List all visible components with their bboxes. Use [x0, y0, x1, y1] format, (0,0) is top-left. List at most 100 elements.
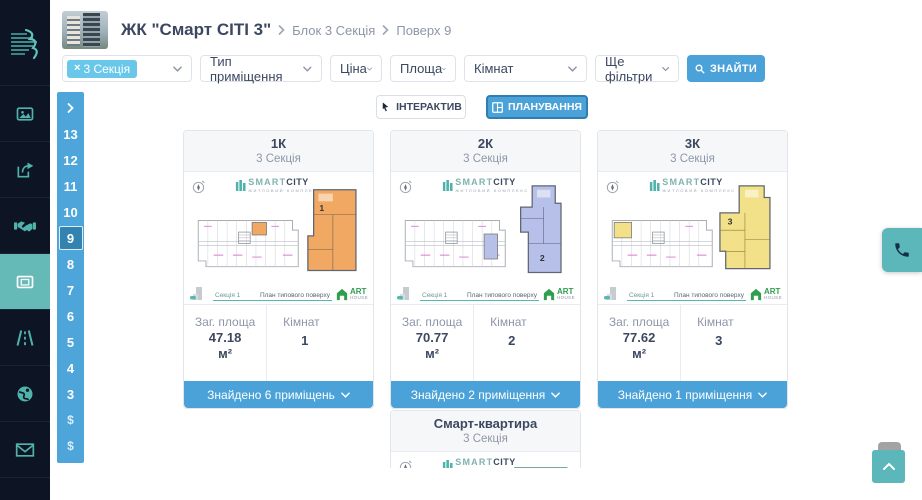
floors-collapse-button[interactable] [57, 95, 84, 121]
floor-item-4[interactable]: 4 [66, 360, 75, 376]
floor-item-3[interactable]: 3 [66, 386, 75, 402]
floor-item-commercial-2[interactable]: $ [67, 439, 74, 453]
cursor-icon [382, 102, 389, 112]
arthouse-house-icon [543, 288, 555, 301]
plan-section-label: Секція 1 [422, 292, 448, 299]
floors-panel: 13 12 11 10 9 8 7 6 5 4 3 $ $ [57, 92, 84, 463]
chevron-down-icon [367, 67, 372, 71]
sidebar-item-contact[interactable] [0, 422, 50, 478]
chevron-down-icon [341, 391, 350, 398]
search-icon [695, 64, 705, 74]
floor-item-13[interactable]: 13 [63, 126, 78, 142]
compass-icon [399, 460, 412, 468]
smartcity-logo-icon [11, 28, 38, 59]
price-select[interactable]: Ціна [330, 55, 382, 82]
card-title: 2К [477, 136, 494, 151]
share-icon [17, 162, 34, 177]
rooms-select[interactable]: Кімнат [464, 55, 587, 82]
floorplan-drawing [514, 467, 568, 468]
floor-item-8[interactable]: 8 [66, 256, 75, 272]
breadcrumb-chevron-icon [382, 25, 389, 35]
floorplan-icon [16, 275, 34, 288]
chip-remove-icon[interactable]: × [74, 62, 81, 74]
sidebar-item-gallery[interactable] [0, 86, 50, 142]
area-label: Заг. площа [401, 315, 463, 329]
sidebar-item-location[interactable] [0, 366, 50, 422]
plan-caption: План типового поверху [673, 292, 744, 299]
arthouse-logo: ART HOUSE [750, 288, 782, 301]
rooms-value: 2 [508, 333, 516, 348]
gallery-icon [16, 106, 34, 121]
found-results-button[interactable]: Знайдено 2 приміщення [391, 381, 580, 408]
sidebar-item-partners[interactable] [0, 198, 50, 254]
area-value: 47.18 [208, 330, 242, 345]
breadcrumb-block-link[interactable]: Блок 3 Секція [292, 22, 376, 38]
breadcrumb-floor-link[interactable]: Поверх 9 [396, 22, 452, 38]
chevron-up-icon [882, 462, 895, 470]
chevron-down-icon [568, 65, 577, 72]
rooms-label: Кімнат [697, 315, 734, 329]
floor-item-10[interactable]: 10 [63, 204, 78, 220]
area-label: Заг. площа [194, 315, 256, 329]
floorplan-drawing: 3 [611, 185, 771, 270]
area-select[interactable]: Площа [390, 55, 456, 82]
building-plan [404, 220, 506, 268]
chevron-down-icon [173, 65, 182, 72]
sidebar-item-floorplans[interactable] [0, 254, 50, 310]
sidebar-item-infrastructure[interactable] [0, 310, 50, 366]
floor-item-7[interactable]: 7 [66, 282, 75, 298]
floor-item-5[interactable]: 5 [66, 334, 75, 350]
floor-item-6[interactable]: 6 [66, 308, 75, 324]
type-select[interactable]: Тип приміщення [200, 54, 322, 84]
card-header: Смарт-квартира 3 Секція [391, 411, 580, 452]
rooms-value: 3 [715, 333, 723, 348]
card-header: 1К 3 Секція [184, 131, 373, 172]
found-results-button[interactable]: Знайдено 6 приміщень [184, 381, 373, 408]
card-title: 3К [684, 136, 701, 151]
found-results-button[interactable]: Знайдено 1 приміщення [598, 381, 787, 408]
view-toggle: ІНТЕРАКТИВ ПЛАНУВАННЯ [376, 95, 588, 119]
plan-caption: План типового поверху [259, 292, 330, 299]
unit-number: 1 [319, 203, 324, 213]
area-unit: м² [632, 346, 647, 362]
planning-view-button[interactable]: ПЛАНУВАННЯ [486, 95, 588, 119]
building-plan [611, 220, 713, 268]
building-plan [197, 220, 299, 268]
compass-icon [192, 180, 205, 194]
highlighted-apartment: 2 [520, 185, 562, 274]
sidebar-logo[interactable] [0, 0, 50, 86]
find-button[interactable]: ЗНАЙТИ [687, 55, 765, 82]
section-select[interactable]: × 3 Секція [62, 55, 192, 82]
plan-cards-row: 1К 3 Секція SMART CITY ЖИТЛОВИЙ КОМПЛЕКС [183, 130, 788, 409]
phone-contact-button[interactable] [882, 228, 922, 272]
area-unit: м² [425, 346, 440, 362]
arthouse-house-icon [336, 288, 348, 301]
globe-icon [17, 386, 33, 401]
plan-caption: План типового поверху [466, 292, 537, 299]
rooms-label: Кімнат [490, 315, 527, 329]
arthouse-logo: ART HOUSE [543, 288, 575, 301]
scroll-to-top-button[interactable] [872, 450, 905, 483]
rooms-label: Кімнат [283, 315, 320, 329]
unit-number: 3 [728, 216, 733, 226]
floor-item-11[interactable]: 11 [63, 178, 78, 194]
rooms-value: 1 [301, 333, 309, 348]
floor-item-commercial-1[interactable]: $ [67, 413, 74, 427]
floor-item-9-active[interactable]: 9 [58, 226, 83, 250]
interactive-view-button[interactable]: ІНТЕРАКТИВ [376, 95, 466, 119]
smartcity-brand-icon [442, 180, 453, 191]
floor-item-12[interactable]: 12 [63, 152, 78, 168]
more-filters-select[interactable]: Ще фільтри [595, 54, 679, 84]
sidebar-item-share[interactable] [0, 142, 50, 198]
card-subtitle: 3 Секція [463, 153, 508, 165]
building-icon [604, 287, 616, 300]
smartcity-brand-icon [649, 180, 660, 191]
road-icon [16, 329, 34, 346]
breadcrumb: ЖК "Смарт CITI 3" Блок 3 Секція Поверх 9 [62, 11, 451, 49]
